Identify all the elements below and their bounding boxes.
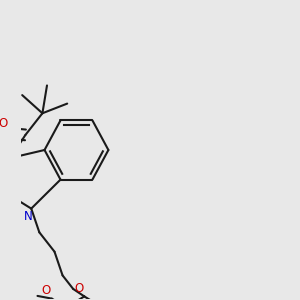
Text: N: N (24, 209, 33, 223)
Text: O: O (75, 283, 84, 296)
Text: O: O (0, 117, 8, 130)
Text: O: O (41, 284, 50, 297)
